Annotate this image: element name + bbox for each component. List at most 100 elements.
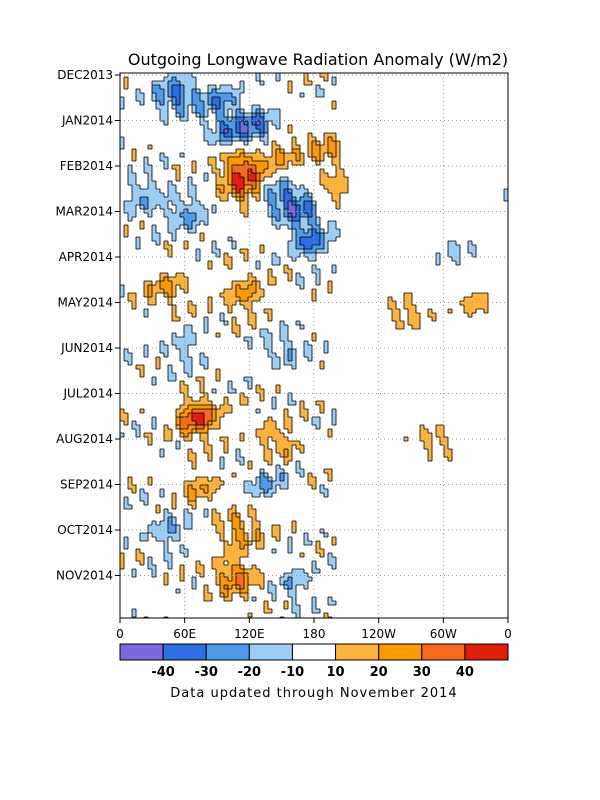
heatmap-cell [204, 485, 209, 490]
heatmap-cell [300, 193, 305, 198]
heatmap-cell [316, 569, 321, 574]
heatmap-cell [320, 89, 325, 94]
heatmap-cell [476, 301, 481, 306]
heatmap-cell [324, 177, 329, 182]
heatmap-cell [180, 105, 185, 110]
heatmap-cell [160, 529, 165, 534]
heatmap-cell [240, 189, 245, 194]
heatmap-cell [204, 125, 209, 130]
heatmap-cell [276, 473, 281, 478]
heatmap-cell [232, 533, 237, 538]
heatmap-cell [136, 429, 141, 434]
heatmap-cell [264, 141, 269, 146]
heatmap-cell [284, 601, 289, 606]
heatmap-cell [180, 357, 185, 362]
heatmap-cell [124, 413, 129, 418]
heatmap-cell [180, 153, 185, 158]
heatmap-cell [328, 181, 333, 186]
heatmap-cell [144, 189, 149, 194]
heatmap-cell [164, 241, 169, 246]
heatmap-cell [188, 177, 193, 182]
heatmap-cell [336, 229, 341, 234]
heatmap-cell [452, 241, 457, 246]
heatmap-cell [272, 401, 277, 406]
heatmap-cell [308, 201, 313, 206]
heatmap-cell [312, 561, 317, 566]
heatmap-cell [224, 581, 229, 586]
heatmap-cell [172, 501, 177, 506]
heatmap-cell [252, 321, 257, 326]
heatmap-cell [232, 565, 237, 570]
heatmap-cell [312, 213, 317, 218]
heatmap-cell [220, 557, 225, 562]
heatmap-cell [128, 177, 133, 182]
heatmap-cell [208, 593, 213, 598]
heatmap-cell [252, 577, 257, 582]
heatmap-cell [248, 613, 253, 618]
heatmap-cell [152, 421, 157, 426]
heatmap-cell [256, 109, 261, 114]
heatmap-cell [412, 313, 417, 318]
heatmap-cell [264, 173, 269, 178]
heatmap-cell [468, 301, 473, 306]
heatmap-cell [160, 281, 165, 286]
heatmap-cell [228, 141, 233, 146]
heatmap-cell [316, 421, 321, 426]
y-tick-label: OCT2014 [57, 523, 113, 537]
heatmap-cell [304, 197, 309, 202]
heatmap-cell [256, 157, 261, 162]
heatmap-cell [184, 517, 189, 522]
heatmap-cell [312, 149, 317, 154]
heatmap-cell [316, 425, 321, 430]
heatmap-cell [256, 161, 261, 166]
heatmap-cell [168, 293, 173, 298]
heatmap-cell [284, 153, 289, 158]
heatmap-cell [456, 253, 461, 258]
heatmap-cell [236, 157, 241, 162]
heatmap-cell [268, 581, 273, 586]
heatmap-cell [268, 173, 273, 178]
heatmap-cell [268, 117, 273, 122]
heatmap-cell [244, 129, 249, 134]
heatmap-cell [288, 585, 293, 590]
heatmap-cell [172, 225, 177, 230]
heatmap-cell [268, 609, 273, 614]
heatmap-cell [328, 185, 333, 190]
heatmap-cell [296, 577, 301, 582]
heatmap-cell [136, 189, 141, 194]
heatmap-cell [156, 97, 161, 102]
heatmap-cell [232, 281, 237, 286]
heatmap-cell [296, 145, 301, 150]
heatmap-cell [156, 529, 161, 534]
heatmap-cell [208, 457, 213, 462]
heatmap-cell [240, 289, 245, 294]
heatmap-cell [320, 245, 325, 250]
heatmap-cell [312, 217, 317, 222]
heatmap-cell [252, 117, 257, 122]
heatmap-cell [196, 109, 201, 114]
heatmap-cell [312, 229, 317, 234]
heatmap-cell [248, 381, 253, 386]
heatmap-cell [248, 133, 253, 138]
heatmap-cell [256, 193, 261, 198]
heatmap-cell [244, 173, 249, 178]
heatmap-cell [476, 297, 481, 302]
heatmap-cell [204, 493, 209, 498]
heatmap-cell [200, 405, 205, 410]
heatmap-cell [176, 225, 181, 230]
heatmap-cell [280, 581, 285, 586]
heatmap-cell [252, 285, 257, 290]
heatmap-cell [276, 121, 281, 126]
heatmap-cell [308, 481, 313, 486]
heatmap-cell [180, 113, 185, 118]
heatmap-cell [240, 125, 245, 130]
heatmap-cell [264, 193, 269, 198]
heatmap-cell [472, 293, 477, 298]
heatmap-cell [184, 413, 189, 418]
heatmap-cell [260, 469, 265, 474]
heatmap-cell [280, 197, 285, 202]
heatmap-cell [200, 389, 205, 394]
heatmap-cell [200, 417, 205, 422]
heatmap-cell [160, 493, 165, 498]
heatmap-cell [132, 149, 137, 154]
